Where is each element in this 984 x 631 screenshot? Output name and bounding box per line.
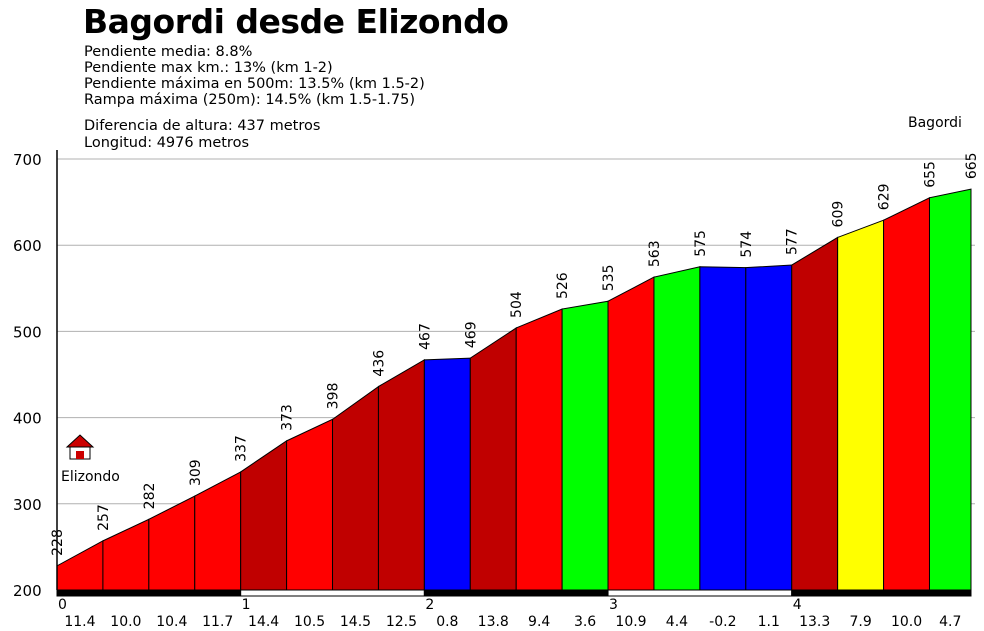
elevation-label: 257 [96, 504, 112, 531]
elevation-label: 337 [234, 435, 250, 462]
profile-segment [423, 357, 471, 591]
segment-gradient-label: 10.0 [891, 614, 922, 630]
elevation-label: 575 [693, 230, 709, 257]
climb-stats: Diferencia de altura: 437 metros Longitu… [84, 118, 320, 152]
elevation-label: 655 [922, 161, 938, 188]
segment-gradient-label: 4.4 [666, 614, 688, 630]
profile-segment [286, 418, 334, 591]
km-bar-segment [791, 589, 972, 597]
profile-segment [561, 300, 609, 591]
km-bar-segment [240, 589, 425, 597]
town-icon [65, 434, 95, 448]
km-label: 2 [425, 597, 434, 613]
segment-gradient-label: 10.4 [156, 614, 187, 630]
profile-segment [791, 236, 839, 591]
km-label: 0 [58, 597, 67, 613]
elevation-label: 469 [463, 321, 479, 348]
elevation-label: 282 [142, 483, 158, 510]
segment-gradient-label: 0.8 [436, 614, 458, 630]
stat-max-500m-gradient: Pendiente máxima en 500m: 13.5% (km 1.5-… [84, 76, 425, 92]
y-tick-label: 700 [13, 151, 42, 169]
segment-gradient-label: 11.7 [202, 614, 233, 630]
y-tick-label: 400 [13, 410, 42, 428]
stat-max-ramp: Rampa máxima (250m): 14.5% (km 1.5-1.75) [84, 92, 416, 108]
stat-average-gradient: Pendiente media: 8.8% [84, 44, 253, 60]
profile-segment [837, 219, 885, 591]
segment-gradient-label: 13.3 [799, 614, 830, 630]
profile-segment [377, 358, 425, 591]
km-bar-segment [607, 589, 793, 597]
km-label: 4 [793, 597, 802, 613]
y-tick-label: 600 [13, 237, 42, 255]
y-tick-label: 200 [13, 582, 42, 600]
km-label: 3 [609, 597, 618, 613]
elevation-label: 629 [877, 183, 893, 210]
segment-gradient-label: 1.1 [758, 614, 780, 630]
profile-segment [469, 327, 517, 591]
stat-max-km-gradient: Pendiente max km.: 13% (km 1-2) [84, 60, 333, 76]
segment-gradient-label: 14.4 [248, 614, 279, 630]
elevation-label: 577 [785, 228, 801, 255]
segment-gradient-label: 9.4 [528, 614, 550, 630]
elevation-label: 467 [417, 323, 433, 350]
elevation-label: 436 [371, 350, 387, 377]
km-bar-segment [56, 589, 242, 597]
town-icon [76, 451, 84, 459]
elevation-label: 665 [964, 152, 980, 179]
km-bar-segment [423, 589, 609, 597]
elevation-label: 609 [831, 201, 847, 228]
profile-segment [653, 266, 701, 591]
elevation-label: 398 [326, 383, 342, 410]
segment-gradient-label: 7.9 [849, 614, 871, 630]
elevation-label: 504 [509, 291, 525, 318]
elevation-label: 526 [555, 272, 571, 299]
segment-gradient-label: -0.2 [709, 614, 736, 630]
stat-length: Longitud: 4976 metros [84, 135, 250, 151]
elevation-label: 535 [601, 264, 617, 291]
y-tick-label: 500 [13, 323, 42, 341]
profile-segment [745, 264, 793, 591]
profile-segment [240, 439, 288, 591]
profile-segment [883, 196, 930, 591]
elevation-label: 373 [280, 404, 296, 431]
segment-gradient-label: 11.4 [64, 614, 95, 630]
segment-gradient-label: 4.7 [939, 614, 961, 630]
elevation-label: 309 [188, 459, 204, 486]
chart-title: Bagordi desde Elizondo [83, 2, 509, 41]
profile-segment [194, 471, 242, 591]
profile-segment [607, 276, 655, 591]
segment-gradient-label: 10.9 [615, 614, 646, 630]
elevation-label: 563 [647, 240, 663, 267]
profile-segment [515, 308, 563, 591]
profile-segment [332, 385, 379, 591]
profile-segment [928, 188, 972, 591]
y-tick-label: 300 [13, 496, 42, 514]
profile-segment [699, 266, 747, 591]
segment-gradient-label: 10.0 [110, 614, 141, 630]
segment-gradient-label: 14.5 [340, 614, 371, 630]
segment-gradient-label: 13.8 [478, 614, 509, 630]
elevation-label: 574 [739, 231, 755, 258]
end-location-label: Bagordi [908, 115, 962, 131]
gradient-stats: Pendiente media: 8.8% Pendiente max km.:… [84, 44, 425, 108]
stat-height-difference: Diferencia de altura: 437 metros [84, 118, 321, 134]
segment-gradient-label: 12.5 [386, 614, 417, 630]
elevation-label: 228 [50, 529, 66, 556]
segment-gradient-label: 3.6 [574, 614, 596, 630]
km-label: 1 [242, 597, 251, 613]
start-location-label: Elizondo [61, 469, 120, 485]
segment-gradient-label: 10.5 [294, 614, 325, 630]
